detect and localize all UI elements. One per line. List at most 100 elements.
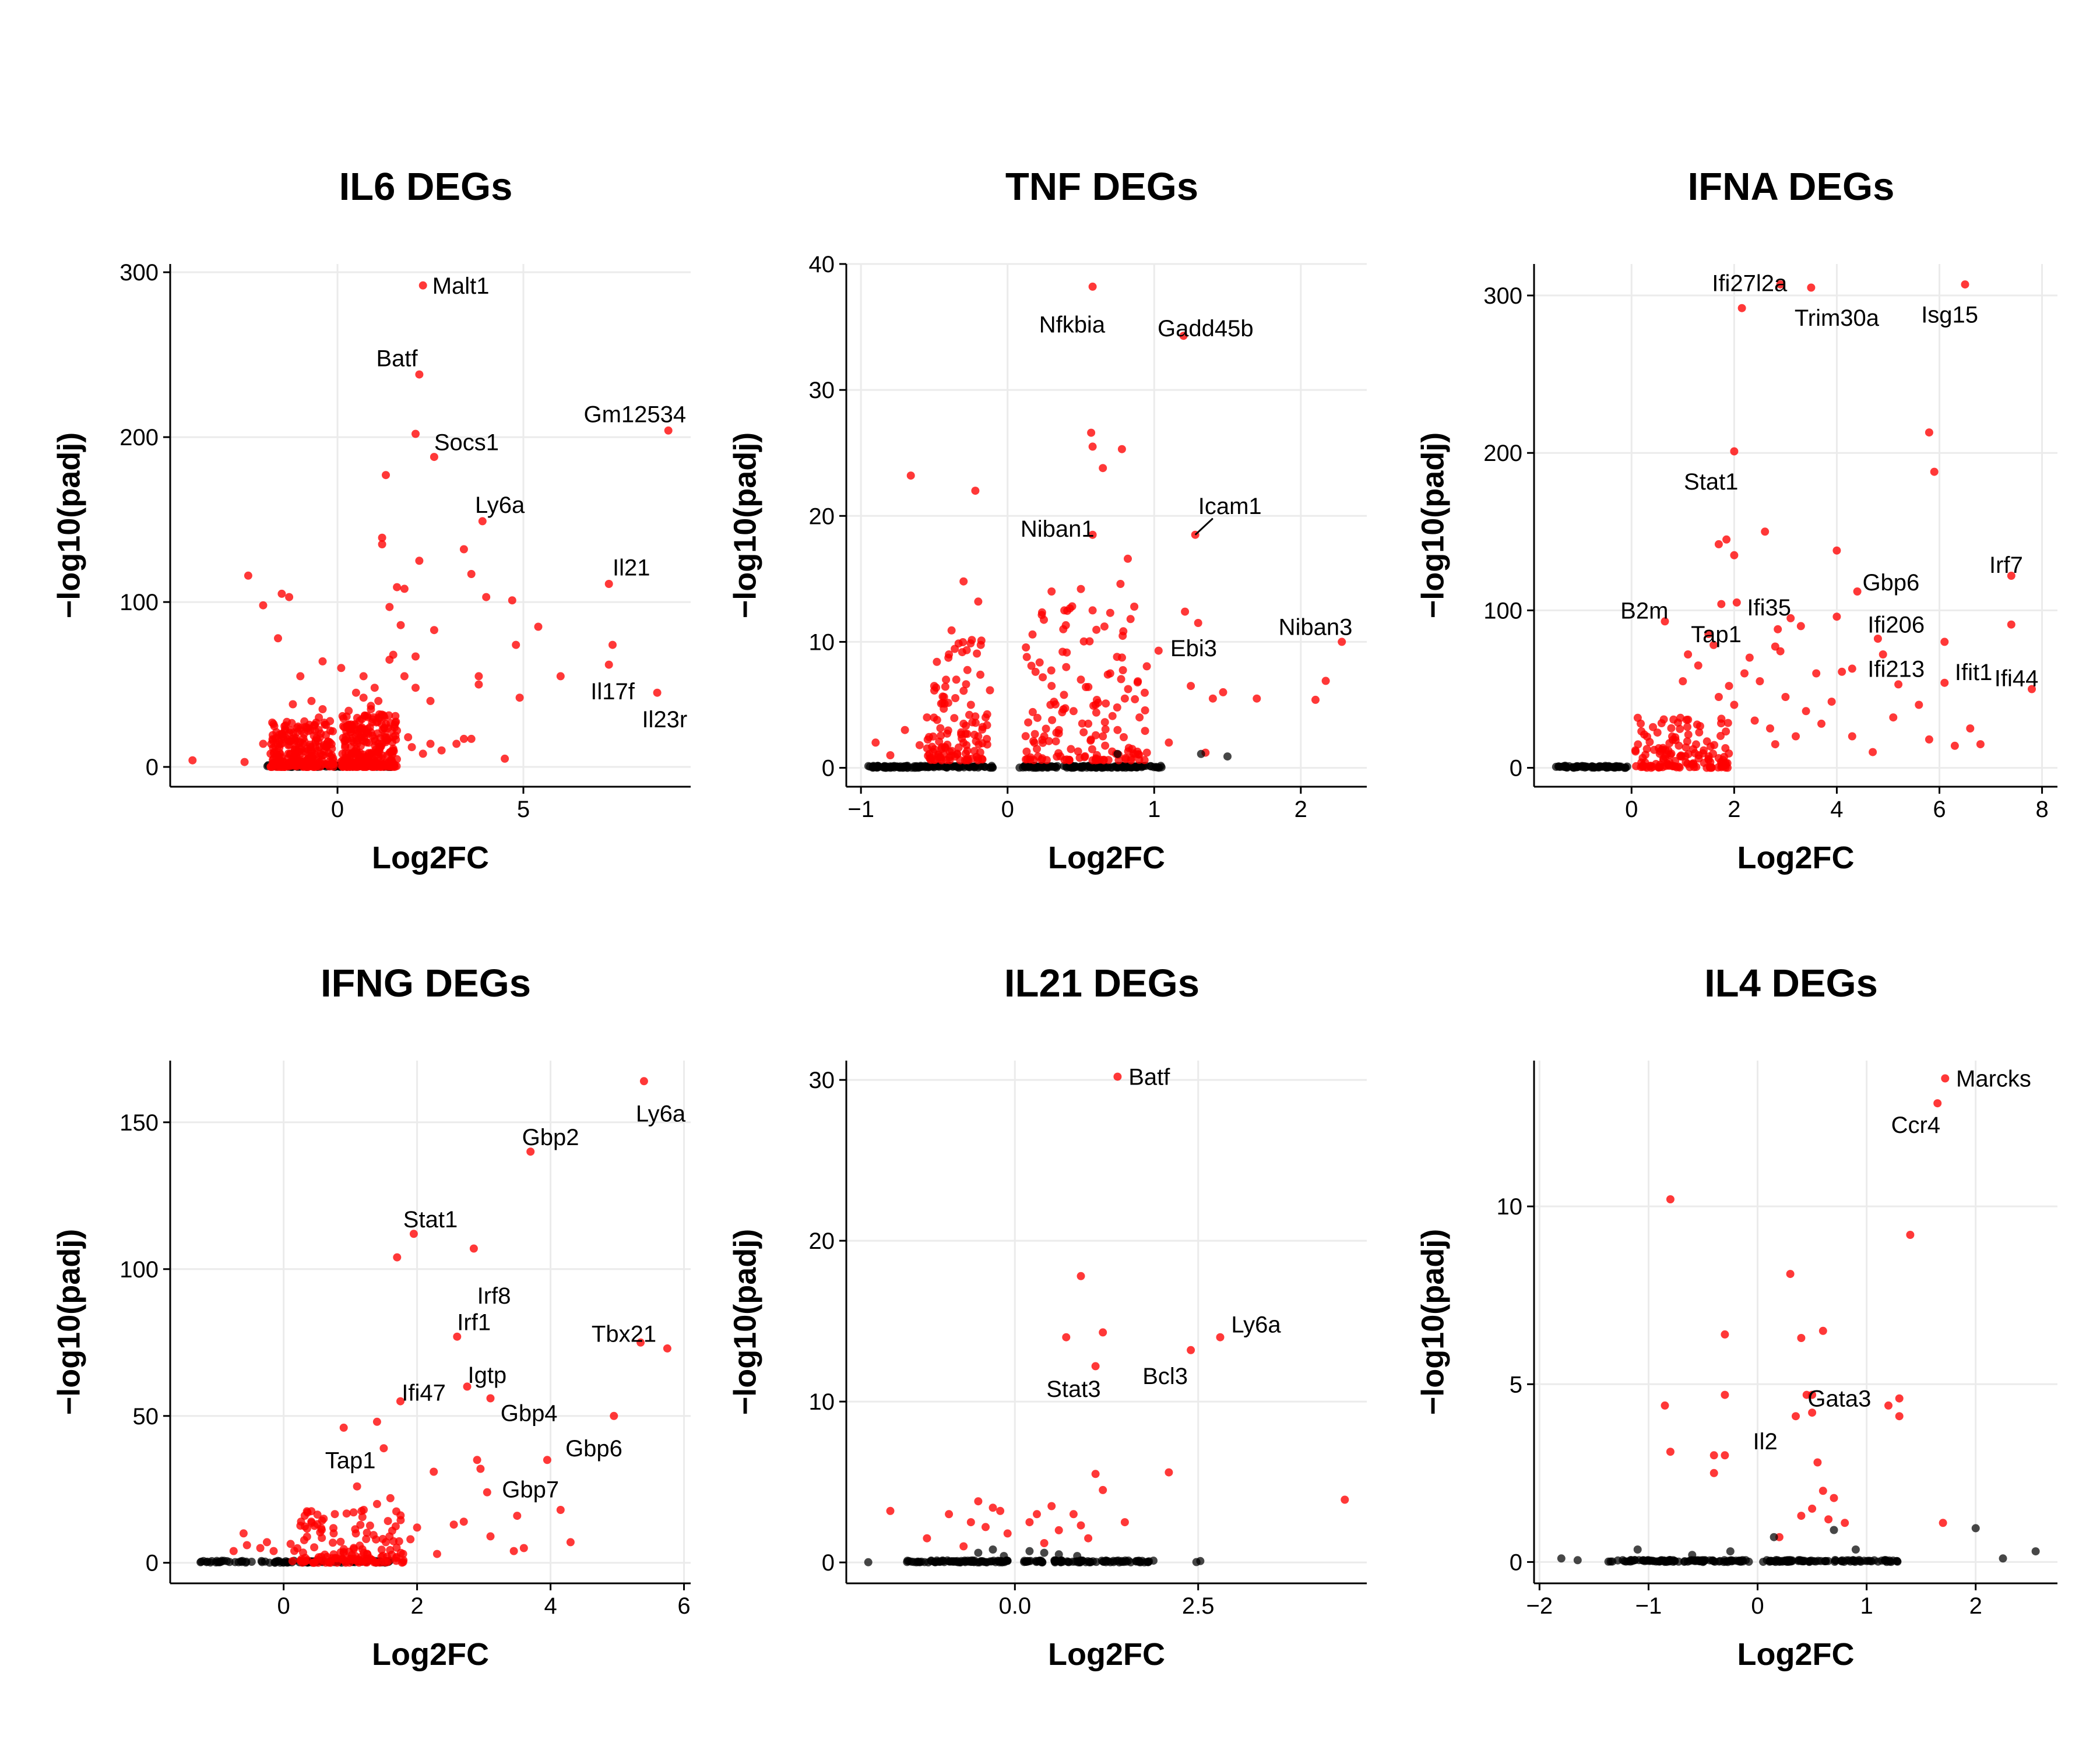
data-point: [973, 649, 982, 658]
data-point: [1771, 1557, 1779, 1566]
data-point: [1684, 650, 1693, 659]
data-point: [1079, 637, 1088, 646]
data-point: [962, 680, 970, 689]
data-point: [1120, 733, 1128, 741]
data-point: [935, 737, 944, 746]
data-point: [374, 713, 383, 722]
data-point: [395, 1537, 403, 1545]
data-point: [1627, 1556, 1635, 1564]
data-point: [348, 721, 357, 730]
data-point: [305, 756, 314, 765]
data-point: [1674, 1557, 1683, 1566]
data-point: [989, 1545, 997, 1554]
y-tick-label: 100: [1483, 598, 1522, 624]
data-point: [1925, 735, 1933, 744]
data-point: [974, 732, 983, 741]
data-point: [978, 755, 987, 764]
data-point: [982, 1523, 990, 1531]
y-tick-label: 0: [146, 755, 159, 780]
data-point: [302, 1524, 311, 1533]
data-point: [965, 763, 974, 772]
data-point: [1048, 716, 1057, 724]
data-point: [965, 710, 973, 719]
data-point: [363, 1529, 371, 1537]
data-point: [286, 1540, 295, 1548]
data-point: [310, 1522, 319, 1530]
data-point: [393, 1253, 402, 1262]
data-point: [1113, 1072, 1122, 1081]
data-point: [1033, 745, 1041, 753]
gene-label: Ly6a: [636, 1101, 686, 1127]
data-point: [1730, 700, 1739, 709]
data-point: [1841, 1519, 1849, 1527]
data-point: [296, 1557, 305, 1565]
data-point: [501, 754, 509, 763]
data-point: [1099, 1485, 1107, 1494]
data-point: [1832, 546, 1841, 555]
data-point: [1800, 1557, 1809, 1565]
data-point: [1099, 1557, 1108, 1566]
data-point: [1709, 640, 1718, 649]
data-point: [947, 626, 956, 635]
data-point: [1029, 737, 1037, 745]
data-point: [239, 1529, 248, 1538]
data-point: [1724, 1557, 1732, 1565]
data-point: [959, 719, 968, 728]
data-point: [1321, 677, 1330, 685]
data-point: [1075, 753, 1084, 762]
gene-label: Irf8: [477, 1283, 511, 1309]
data-point: [315, 713, 323, 722]
data-point: [1100, 718, 1109, 727]
gene-label: Irf1: [457, 1310, 491, 1336]
data-point: [1208, 694, 1217, 703]
x-tick-label: 0: [1001, 797, 1014, 822]
data-point: [1025, 1518, 1034, 1527]
data-point: [1940, 638, 1949, 646]
data-point: [1223, 752, 1232, 761]
data-point: [1797, 1512, 1806, 1520]
data-point: [374, 696, 383, 705]
data-point: [1723, 719, 1732, 727]
data-point: [358, 723, 367, 732]
data-point: [244, 571, 252, 580]
data-point: [1717, 600, 1726, 608]
data-point: [1666, 751, 1675, 759]
gene-label: Malt1: [432, 273, 490, 299]
data-point: [1104, 756, 1113, 765]
data-point: [285, 740, 294, 749]
data-point: [269, 759, 278, 767]
data-point: [1695, 728, 1704, 737]
data-point: [386, 1494, 395, 1502]
y-tick-label: 20: [809, 1228, 835, 1254]
data-point: [1082, 683, 1091, 691]
data-point: [1021, 732, 1030, 741]
data-point: [566, 1538, 575, 1547]
data-point: [925, 749, 934, 758]
data-point: [1131, 695, 1139, 703]
data-point: [326, 727, 335, 735]
data-point: [281, 726, 290, 735]
data-point: [1756, 677, 1764, 685]
data-point: [1092, 708, 1100, 717]
data-point: [1197, 749, 1205, 758]
data-point: [1771, 740, 1779, 749]
data-point: [384, 1517, 392, 1526]
data-point: [392, 1554, 400, 1562]
data-point: [1966, 724, 1975, 733]
plot-area: Marcks Ccr4 Gata3 Il2 −2 −1 0 1 2 0 5 10: [1497, 1061, 2057, 1619]
data-point: [1037, 1558, 1046, 1566]
data-point: [1092, 625, 1101, 634]
data-point: [418, 749, 427, 758]
data-point: [1253, 694, 1261, 703]
data-point: [974, 597, 983, 606]
data-point: [1796, 622, 1805, 631]
data-point: [1721, 1330, 1729, 1339]
data-point: [1054, 726, 1063, 734]
data-point: [349, 1508, 358, 1517]
data-point: [1838, 1557, 1846, 1566]
data-point: [1047, 587, 1056, 596]
data-point: [299, 1548, 307, 1557]
data-point: [1812, 669, 1821, 678]
data-point: [864, 1558, 873, 1566]
